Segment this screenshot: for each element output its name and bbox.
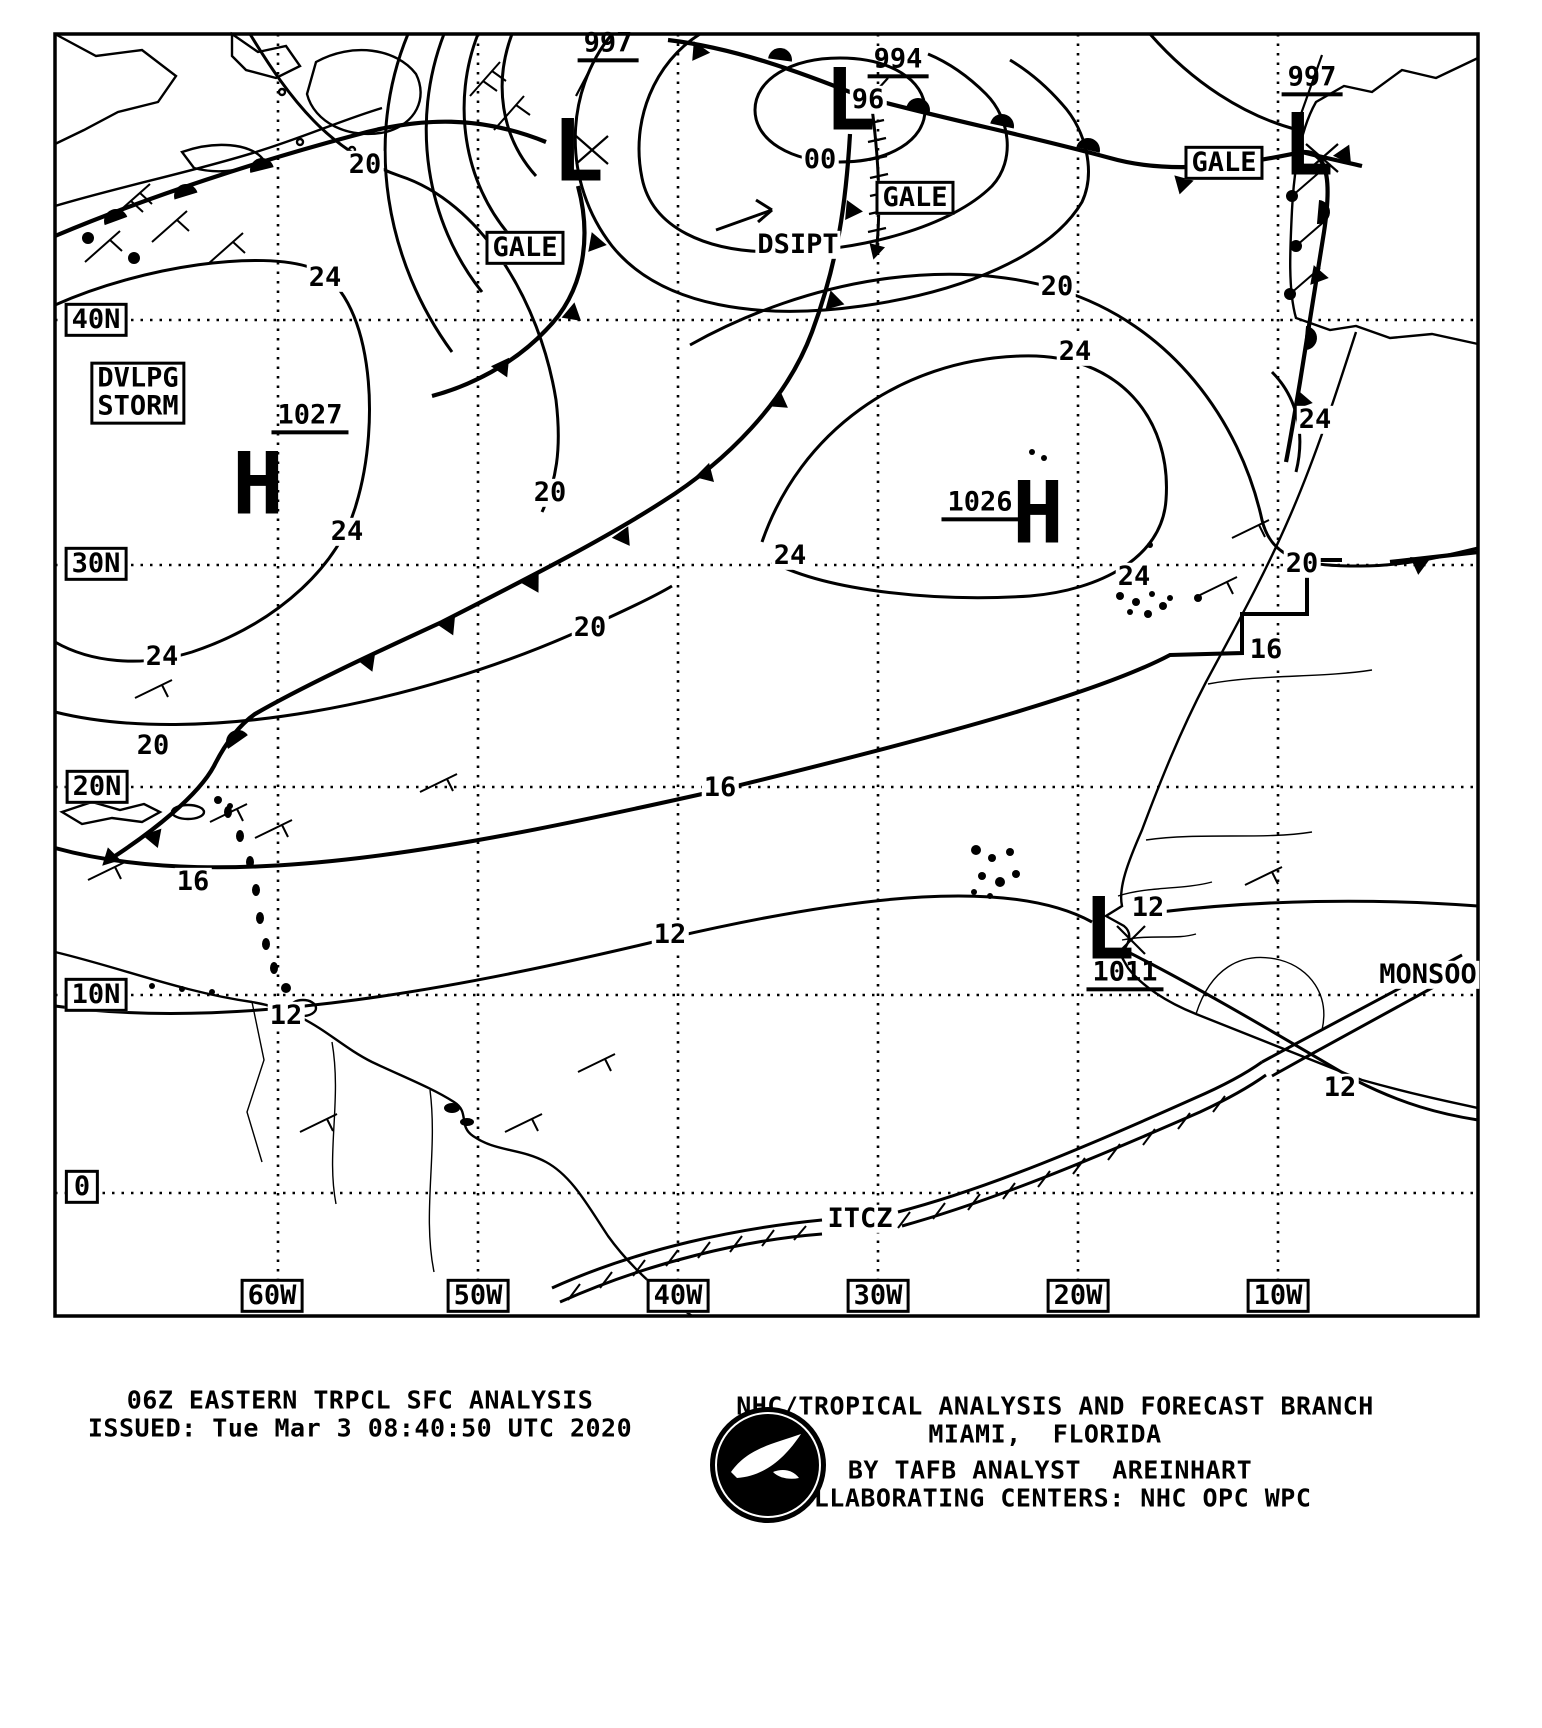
gale-warning-label: GALE: [875, 180, 955, 216]
isobar-label: 16: [701, 771, 739, 803]
low-center-marks: [575, 135, 1339, 955]
lat-label-30n: 30N: [64, 546, 128, 582]
gale-warning-label: GALE: [1184, 145, 1264, 181]
isobar-label: 20: [1283, 547, 1321, 579]
lon-label-20w: 20W: [1046, 1278, 1110, 1314]
footer-analysis-title: 06Z EASTERN TRPCL SFC ANALYSIS: [126, 1385, 594, 1415]
high-symbol-east: H: [1012, 463, 1064, 564]
low-symbol-northwest: L: [552, 101, 604, 202]
lon-label-30w: 30W: [846, 1278, 910, 1314]
low-symbol-northeast: L: [1282, 95, 1334, 196]
lat-label-40n: 40N: [64, 302, 128, 338]
isobar-label: 24: [1296, 403, 1334, 435]
lon-label-10w: 10W: [1246, 1278, 1310, 1314]
pressure-value-994: 994: [867, 45, 929, 79]
map-border: [53, 32, 1480, 1318]
isobar-label: 24: [771, 539, 809, 571]
lat-label-20n: 20N: [65, 769, 129, 805]
itcz-band: [551, 953, 1473, 1304]
high-symbol-west: H: [232, 434, 284, 535]
isobar-label: 20: [134, 729, 172, 761]
warm-front-northwest: [54, 119, 547, 238]
pressure-value-997-ne: 997: [1281, 63, 1343, 97]
storm-line2: STORM: [97, 391, 179, 422]
footer-collaborating-centers: COLLABORATING CENTERS: NHC OPC WPC: [782, 1483, 1312, 1513]
pressure-value-1011: 1011: [1086, 958, 1164, 992]
front-stub-30n: [1389, 549, 1479, 565]
grid-lines: [55, 34, 1478, 1316]
front-symbols: [82, 41, 1430, 866]
isobar-label: 00: [801, 143, 839, 175]
lon-label-60w: 60W: [240, 1278, 304, 1314]
interior-borders: [246, 669, 1373, 1273]
isobar-label: 12: [651, 918, 689, 950]
lon-label-40w: 40W: [646, 1278, 710, 1314]
footer-issued-time: ISSUED: Tue Mar 3 08:40:50 UTC 2020: [87, 1413, 633, 1443]
lat-label-10n: 10N: [64, 977, 128, 1013]
isobar-label: 24: [1056, 335, 1094, 367]
wind-barbs: [84, 61, 1327, 1133]
footer-location: MIAMI, FLORIDA: [928, 1419, 1162, 1449]
isobar-label: 24: [306, 261, 344, 293]
itcz-label: ITCZ: [825, 1202, 895, 1234]
motion-arrow: [715, 198, 773, 232]
isobar-label: 96: [849, 83, 887, 115]
isobar-label: 20: [346, 148, 384, 180]
islands: [149, 449, 1173, 1126]
front-stub-northeast: [1301, 149, 1363, 169]
footer-branch: NHC/TROPICAL ANALYSIS AND FORECAST BRANC…: [736, 1391, 1374, 1421]
isobar-label: 24: [143, 640, 181, 672]
cold-front-northwest: [431, 185, 587, 399]
storm-line1: DVLPG: [97, 362, 179, 394]
lon-label-50w: 50W: [446, 1278, 510, 1314]
low-symbol-africa: L: [1083, 879, 1135, 980]
isobar-label: 24: [1115, 560, 1153, 592]
noaa-logo: [710, 1407, 826, 1523]
isobar-label: 16: [174, 865, 212, 897]
coastlines: [54, 31, 1479, 1317]
isobar-label: 20: [1038, 270, 1076, 302]
isobar-label: 16: [1247, 633, 1285, 665]
monsoon-label: MONSOO: [1377, 958, 1479, 990]
isobar-label: 12: [1129, 891, 1167, 923]
isobar-label: 20: [571, 611, 609, 643]
developing-storm-label: DVLPG STORM: [90, 361, 186, 425]
gale-warning-label: GALE: [485, 230, 565, 266]
isobar-label: 12: [1321, 1071, 1359, 1103]
isobar-label: 20: [531, 476, 569, 508]
isobar-label: 24: [328, 515, 366, 547]
pressure-value-997-nw: 997: [577, 29, 639, 63]
dissipating-label: DSIPT: [755, 228, 841, 260]
cold-front-main: [110, 133, 853, 860]
noaa-gull-icon: [731, 1434, 801, 1478]
pressure-value-1027: 1027: [271, 401, 349, 435]
lat-label-0: 0: [64, 1169, 100, 1205]
isobar-label: 12: [267, 999, 305, 1031]
footer-analyst: BY TAFB ANALYST AREINHART: [847, 1455, 1253, 1485]
isobars: [54, 32, 1479, 1122]
pressure-value-1026: 1026: [941, 488, 1019, 522]
